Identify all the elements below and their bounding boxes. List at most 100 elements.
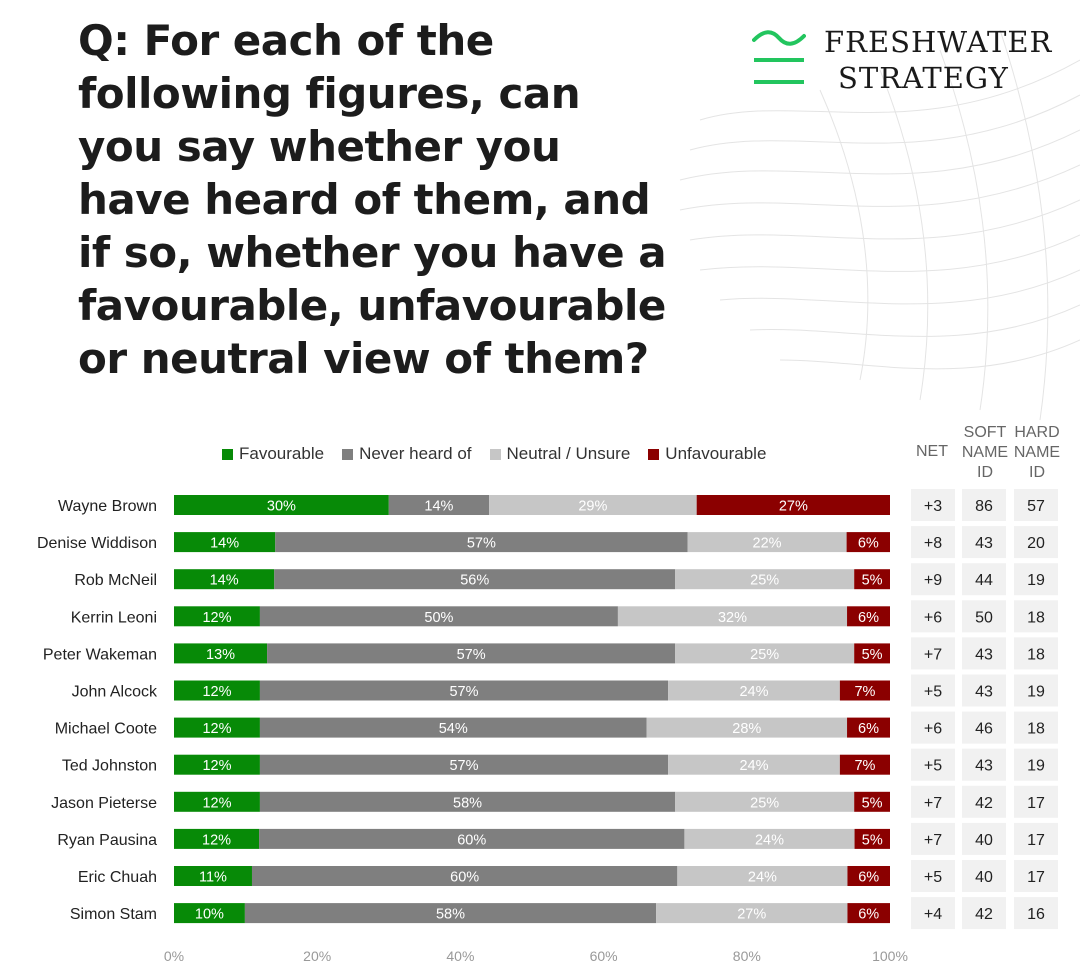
logo-wordmark: FRESHWATER STRATEGY	[824, 24, 1052, 96]
bar-unfavourable	[854, 828, 890, 849]
hard-name-id-cell: 57	[1027, 498, 1045, 515]
bar-never-heard	[259, 717, 647, 738]
bar-favourable	[174, 569, 275, 590]
bar-neutral	[668, 754, 840, 775]
soft-name-id-cell-bg	[962, 785, 1006, 818]
category-label: Ted Johnston	[62, 758, 157, 775]
data-label: 12%	[202, 684, 231, 700]
bar-neutral	[675, 569, 855, 590]
data-label: 24%	[739, 758, 768, 774]
logo-line-2: STRATEGY	[838, 61, 1009, 95]
hard-name-id-cell-bg	[1014, 897, 1058, 930]
soft-name-id-cell: 42	[975, 795, 993, 812]
category-label: Wayne Brown	[58, 498, 157, 515]
net-cell: +5	[924, 684, 942, 701]
net-cell: +7	[924, 832, 942, 849]
bar-unfavourable	[847, 866, 890, 886]
bar-neutral	[489, 495, 697, 515]
bar-neutral	[646, 717, 848, 738]
bar-neutral	[656, 903, 848, 924]
data-label: 11%	[199, 870, 227, 886]
soft-name-id-cell: 40	[975, 832, 993, 849]
category-label: Rob McNeil	[74, 572, 157, 589]
soft-name-id-cell-bg	[962, 897, 1006, 930]
bar-never-heard	[388, 495, 490, 515]
legend-label: Never heard of	[359, 444, 472, 463]
column-header-hard-name-id: HARD NAME ID	[1013, 424, 1061, 481]
net-cell: +8	[924, 535, 942, 552]
chart-title: Q: For each of the following figures, ca…	[78, 16, 667, 383]
soft-name-id-cell: 44	[975, 572, 993, 589]
logo-line-1: FRESHWATER	[824, 25, 1053, 59]
data-label: 12%	[202, 610, 231, 626]
bar-unfavourable	[839, 754, 890, 775]
data-label: 5%	[862, 795, 883, 811]
hard-name-id-cell-bg	[1014, 822, 1058, 855]
data-label: 5%	[862, 832, 883, 848]
data-label: 6%	[858, 536, 879, 552]
legend-label: Neutral / Unsure	[506, 444, 631, 463]
hard-name-id-cell: 19	[1027, 572, 1045, 589]
net-cell: +5	[924, 869, 942, 886]
data-label: 25%	[750, 573, 779, 589]
hard-name-id-cell-bg	[1014, 860, 1058, 892]
hard-name-id-cell-bg	[1014, 785, 1058, 818]
bar-favourable	[174, 754, 260, 775]
bar-never-heard	[259, 680, 669, 701]
soft-name-id-cell: 43	[975, 646, 993, 663]
soft-name-id-cell-bg	[962, 600, 1006, 633]
legend-swatch	[342, 448, 354, 460]
data-label: 57%	[449, 758, 478, 774]
bar-neutral	[687, 532, 847, 553]
data-label: 24%	[748, 870, 777, 886]
data-label: 22%	[753, 536, 782, 552]
bar-favourable	[174, 903, 245, 924]
data-label: 13%	[206, 647, 235, 663]
soft-name-id-cell-bg	[962, 674, 1006, 707]
data-label: 58%	[453, 795, 482, 811]
category-label: Michael Coote	[55, 721, 157, 738]
bar-unfavourable	[854, 643, 890, 664]
legend-swatch	[648, 448, 660, 460]
x-tick-label: 40%	[446, 948, 474, 964]
bar-unfavourable	[696, 495, 890, 515]
data-label: 7%	[854, 684, 875, 700]
hard-name-id-cell: 19	[1027, 758, 1045, 775]
category-label: Eric Chuah	[78, 869, 157, 886]
data-label: 6%	[858, 907, 879, 923]
data-label: 56%	[460, 573, 489, 589]
bar-never-heard	[251, 866, 678, 886]
hard-name-id-cell-bg	[1014, 563, 1058, 596]
data-label: 6%	[858, 870, 879, 886]
data-label: 12%	[202, 795, 231, 811]
data-label: 14%	[424, 499, 453, 515]
bar-favourable	[174, 866, 252, 886]
soft-name-id-cell: 40	[975, 869, 993, 886]
data-label: 57%	[457, 647, 486, 663]
net-cell: +7	[924, 795, 942, 812]
category-label: Ryan Pausina	[57, 832, 157, 849]
soft-name-id-cell-bg	[962, 711, 1006, 744]
hard-name-id-cell-bg	[1014, 637, 1058, 670]
net-cell: +4	[924, 906, 942, 923]
soft-name-id-cell-bg	[962, 526, 1006, 559]
net-cell-bg	[911, 897, 955, 930]
wave-lines-icon	[752, 30, 806, 84]
hard-name-id-cell: 19	[1027, 684, 1045, 701]
bar-never-heard	[259, 606, 618, 627]
hard-name-id-cell: 16	[1027, 906, 1045, 923]
hard-name-id-cell: 17	[1027, 869, 1045, 886]
data-label: 24%	[755, 832, 784, 848]
soft-name-id-cell: 43	[975, 535, 993, 552]
soft-name-id-cell-bg	[962, 489, 1006, 521]
bar-favourable	[174, 791, 260, 812]
bar-never-heard	[259, 754, 669, 775]
data-label: 14%	[210, 573, 239, 589]
legend-label: Favourable	[239, 444, 325, 463]
legend-swatch	[222, 448, 233, 460]
legend-item-neutral: Neutral / Unsure	[489, 444, 631, 464]
soft-name-id-cell: 43	[975, 684, 993, 701]
category-label: Simon Stam	[70, 906, 157, 923]
x-tick-label: 100%	[872, 948, 908, 964]
net-cell-bg	[911, 563, 955, 596]
